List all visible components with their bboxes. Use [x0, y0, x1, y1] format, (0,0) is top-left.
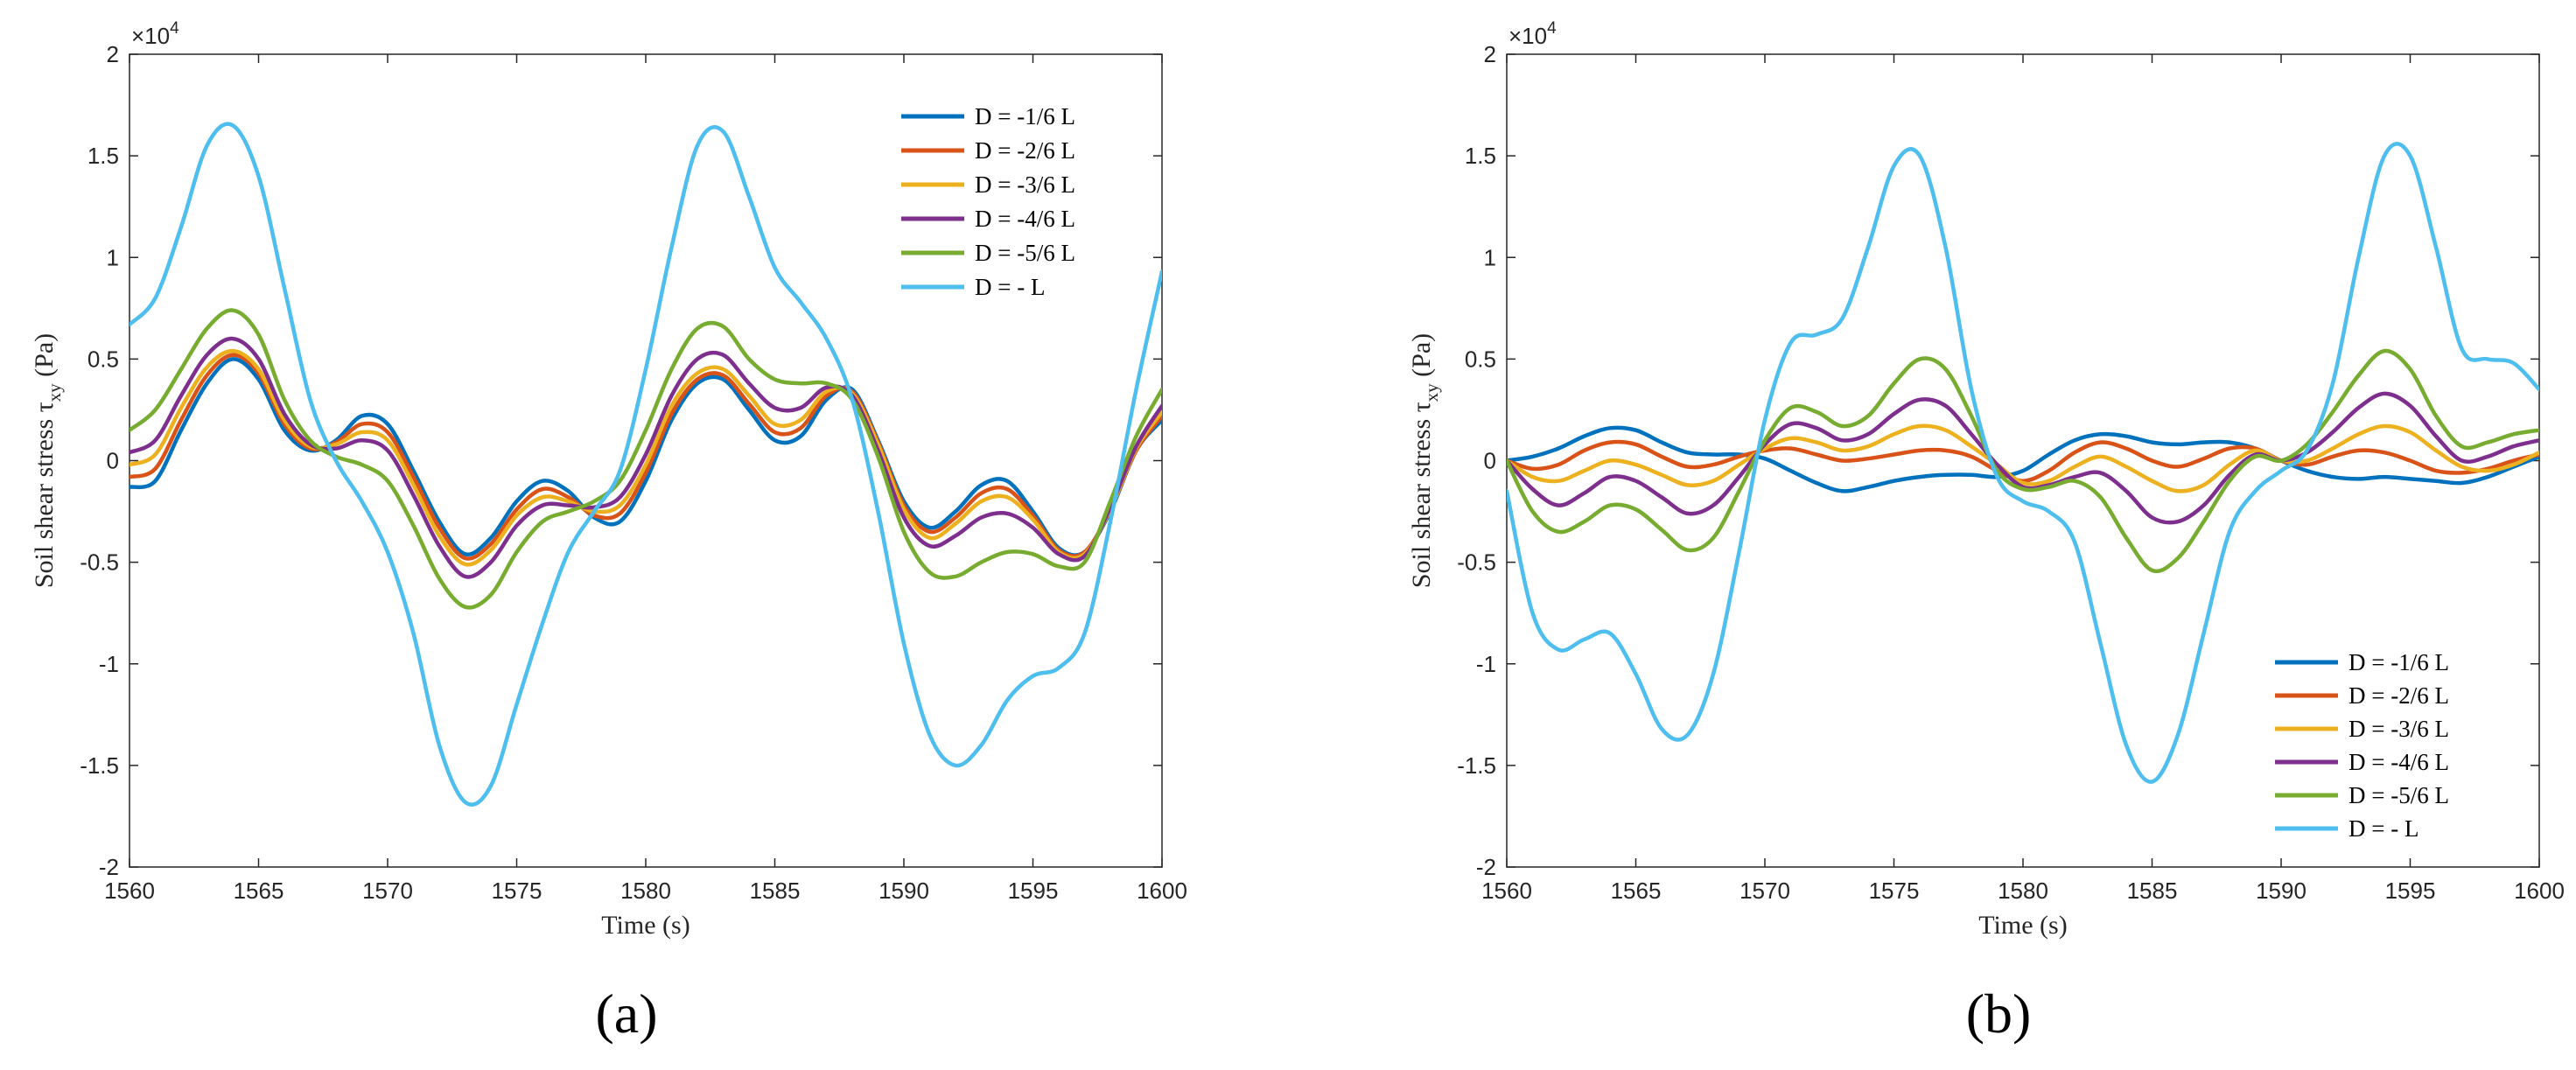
y-tick-label: 1: [1484, 244, 1496, 270]
legend-label-5: D = -5/6 L: [2348, 782, 2449, 808]
x-tick-label: 1570: [362, 878, 413, 904]
y-tick-label: -1.5: [1457, 752, 1496, 779]
y-tick-label: 1.5: [1465, 143, 1496, 169]
y-tick-label: 2: [107, 41, 119, 67]
y-exponent-power: 4: [170, 19, 179, 38]
series-line-3: [1507, 423, 2539, 493]
x-tick-label: 1575: [1869, 878, 1920, 904]
series-line-6: [1507, 142, 2539, 784]
y-exponent-label: ×104: [131, 19, 179, 49]
series-line-1: [1507, 425, 2539, 493]
x-tick-label: 1585: [2127, 878, 2178, 904]
y-exponent-label: ×104: [1508, 19, 1557, 49]
series-line-3: [130, 348, 1162, 567]
legend-label-2: D = -2/6 L: [975, 137, 1075, 164]
y-tick-label: -0.5: [80, 549, 119, 576]
legend-label-5: D = -5/6 L: [975, 240, 1075, 266]
legend-label-3: D = -3/6 L: [2348, 716, 2449, 742]
legend-label-6: D = - L: [2348, 815, 2418, 842]
y-exponent-power: 4: [1547, 19, 1557, 38]
y-tick-label: 2: [1484, 41, 1496, 67]
x-axis-label: Time (s): [601, 911, 690, 940]
y-axis-label-unit: (Pa): [30, 333, 59, 383]
x-tick-label: 1570: [1740, 878, 1790, 904]
y-axis-label-main: Soil shear stress τ: [30, 402, 59, 588]
legend: D = -1/6 L D = -2/6 L D = -3/6 L D = -4/6 L…: [901, 103, 1075, 300]
y-tick-label: 0: [1484, 448, 1496, 474]
y-axis-label-sub: xy: [44, 383, 65, 402]
x-tick-label: 1560: [1481, 878, 1532, 904]
y-axis-label-sub: xy: [1421, 383, 1442, 402]
x-tick-label: 1565: [234, 878, 284, 904]
series-line-2: [130, 353, 1162, 561]
y-tick-label: -2: [1476, 854, 1496, 880]
legend-label-1: D = -1/6 L: [2348, 649, 2449, 675]
x-tick-label: 1590: [878, 878, 929, 904]
series-group: [130, 122, 1162, 807]
legend: D = -1/6 L D = -2/6 L D = -3/6 L D = -4/6 L…: [2275, 649, 2449, 842]
series-line-5: [1507, 348, 2539, 574]
y-axis-label: Soil shear stress τxy (Pa): [30, 333, 65, 588]
chart-a: 1560 1565 1570 1575 1580 1585 1590 1595 1600 -2 -1…: [30, 19, 1187, 940]
chart-b: 1560 1565 1570 1575 1580 1585 1590 1595 1600 -2 -1…: [1407, 19, 2565, 940]
legend-label-4: D = -4/6 L: [2348, 749, 2449, 775]
y-tick-label: 0.5: [88, 346, 119, 372]
series-line-4: [130, 336, 1162, 579]
y-axis-label-unit: (Pa): [1407, 333, 1436, 383]
plot-area: [1506, 53, 2540, 868]
x-tick-label: 1585: [750, 878, 801, 904]
y-axis-label-main: Soil shear stress τ: [1407, 402, 1436, 588]
y-tick-label: -1: [1476, 651, 1496, 677]
y-tick-label: -1.5: [80, 752, 119, 779]
legend-label-1: D = -1/6 L: [975, 103, 1075, 129]
y-tick-label: 0.5: [1465, 346, 1496, 372]
y-tick-label: 1: [107, 244, 119, 270]
y-tick-label: -1: [99, 651, 119, 677]
x-tick-label: 1595: [2385, 878, 2436, 904]
x-axis-label: Time (s): [1978, 911, 2067, 940]
x-tick-label: 1600: [1137, 878, 1187, 904]
legend-label-4: D = -4/6 L: [975, 206, 1075, 232]
panel-label-b: (b): [1965, 983, 2032, 1045]
x-tick-label: 1580: [620, 878, 671, 904]
x-tick-label: 1600: [2514, 878, 2565, 904]
y-axis-label: Soil shear stress τxy (Pa): [1407, 333, 1442, 588]
y-tick-label: 0: [107, 448, 119, 474]
legend-label-2: D = -2/6 L: [2348, 682, 2449, 709]
legend-label-6: D = - L: [975, 274, 1045, 300]
y-tick-label: 1.5: [88, 143, 119, 169]
x-tick-label: 1560: [104, 878, 155, 904]
series-line-5: [130, 308, 1162, 610]
x-tick-label: 1595: [1008, 878, 1059, 904]
x-tick-label: 1565: [1611, 878, 1662, 904]
y-tick-label: -0.5: [1457, 549, 1496, 576]
series-line-6: [130, 122, 1162, 807]
legend-label-3: D = -3/6 L: [975, 171, 1075, 198]
panel-label-a: (a): [595, 983, 658, 1045]
x-tick-label: 1575: [492, 878, 542, 904]
x-tick-label: 1580: [1998, 878, 2048, 904]
y-tick-label: -2: [99, 854, 119, 880]
series-group: [1507, 142, 2539, 784]
x-tick-label: 1590: [2256, 878, 2306, 904]
series-line-1: [130, 357, 1162, 557]
